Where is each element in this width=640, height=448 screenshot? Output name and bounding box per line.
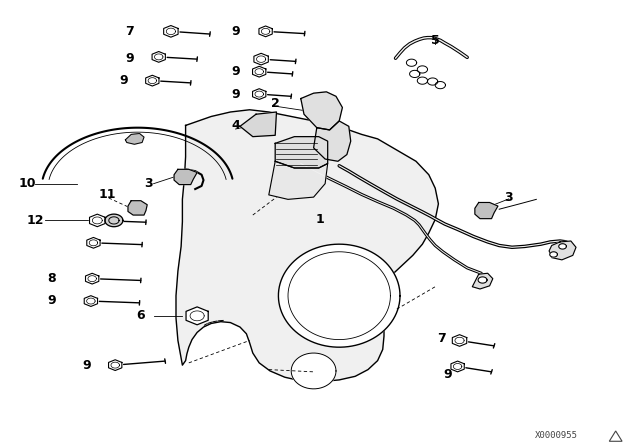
Polygon shape	[87, 237, 100, 248]
Text: 10: 10	[18, 177, 36, 190]
Polygon shape	[472, 273, 493, 289]
Polygon shape	[125, 134, 144, 144]
Text: 7: 7	[437, 332, 446, 345]
Text: 9: 9	[231, 87, 240, 101]
Polygon shape	[417, 77, 428, 84]
Polygon shape	[186, 307, 208, 325]
Text: 9: 9	[231, 25, 240, 38]
Polygon shape	[84, 296, 97, 306]
Text: 3: 3	[144, 177, 153, 190]
Polygon shape	[253, 66, 266, 77]
Polygon shape	[478, 277, 487, 283]
Polygon shape	[549, 241, 576, 260]
Polygon shape	[452, 335, 467, 346]
Polygon shape	[406, 59, 417, 66]
Polygon shape	[146, 75, 159, 86]
Text: 2: 2	[271, 96, 280, 110]
Text: 9: 9	[82, 358, 91, 372]
Polygon shape	[451, 361, 464, 372]
Polygon shape	[475, 202, 498, 219]
Polygon shape	[164, 26, 178, 37]
Text: 9: 9	[231, 65, 240, 78]
Text: 1: 1	[316, 213, 324, 226]
Text: 11: 11	[99, 188, 116, 202]
Text: 9: 9	[125, 52, 134, 65]
Polygon shape	[105, 214, 123, 227]
Text: X0000955: X0000955	[535, 431, 579, 440]
Polygon shape	[278, 244, 400, 347]
Polygon shape	[417, 66, 428, 73]
Polygon shape	[314, 121, 351, 161]
Polygon shape	[253, 89, 266, 99]
Polygon shape	[109, 360, 122, 370]
Polygon shape	[428, 78, 438, 85]
Polygon shape	[435, 82, 445, 89]
Polygon shape	[559, 244, 566, 249]
Polygon shape	[301, 92, 342, 130]
Text: 9: 9	[47, 293, 56, 307]
Text: 9: 9	[444, 367, 452, 381]
Text: 5: 5	[431, 34, 440, 47]
Polygon shape	[275, 137, 328, 168]
Text: 3: 3	[504, 190, 513, 204]
Polygon shape	[254, 53, 268, 65]
Text: 12: 12	[26, 214, 44, 227]
Polygon shape	[128, 201, 147, 215]
Polygon shape	[174, 169, 197, 185]
Polygon shape	[259, 26, 272, 37]
Text: 7: 7	[125, 25, 134, 38]
Polygon shape	[291, 353, 336, 389]
Polygon shape	[550, 252, 557, 257]
Text: 6: 6	[136, 309, 145, 323]
Polygon shape	[86, 273, 99, 284]
Text: 8: 8	[47, 272, 56, 285]
Text: 9: 9	[120, 74, 129, 87]
Polygon shape	[152, 52, 165, 62]
Text: 4: 4	[231, 119, 240, 132]
Polygon shape	[240, 112, 276, 137]
Polygon shape	[269, 161, 328, 199]
Polygon shape	[90, 214, 105, 227]
Polygon shape	[176, 110, 438, 382]
Polygon shape	[410, 70, 420, 78]
